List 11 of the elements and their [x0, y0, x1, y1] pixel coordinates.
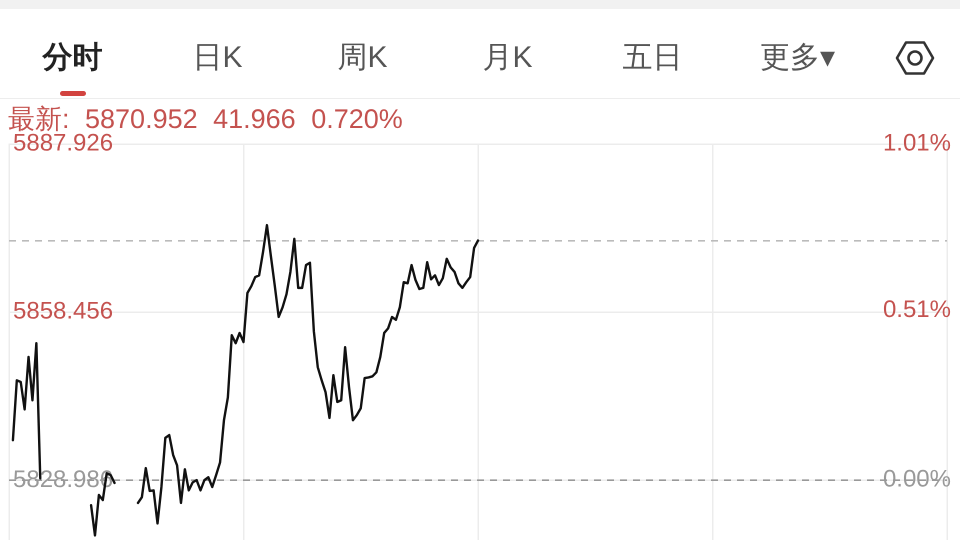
- text: 更多▾: [760, 41, 836, 74]
- text: 五日: [622, 41, 682, 74]
- text: 周K: [337, 41, 388, 74]
- y-tick-label: 5858.456: [13, 298, 114, 325]
- y2-tick-label: 0.51%: [882, 296, 951, 324]
- chart-title: 最新: 5870.952 41.966 0.720%: [8, 104, 403, 134]
- text: 日K: [192, 41, 242, 74]
- text: 分时: [42, 41, 102, 74]
- text: 月K: [482, 41, 532, 74]
- y2-tick-label: 0.00%: [882, 466, 951, 493]
- y2-tick-label: 1.01%: [882, 130, 951, 157]
